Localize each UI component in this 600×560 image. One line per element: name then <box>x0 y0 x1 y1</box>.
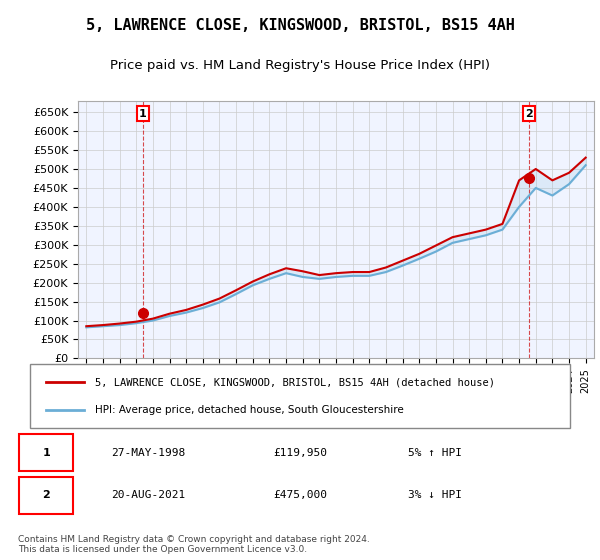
Text: 20-AUG-2021: 20-AUG-2021 <box>111 491 185 501</box>
Text: HPI: Average price, detached house, South Gloucestershire: HPI: Average price, detached house, Sout… <box>95 405 404 416</box>
Text: 2: 2 <box>525 109 533 119</box>
FancyBboxPatch shape <box>19 477 73 514</box>
Text: 5% ↑ HPI: 5% ↑ HPI <box>408 447 462 458</box>
Text: 5, LAWRENCE CLOSE, KINGSWOOD, BRISTOL, BS15 4AH (detached house): 5, LAWRENCE CLOSE, KINGSWOOD, BRISTOL, B… <box>95 377 495 387</box>
Text: 5, LAWRENCE CLOSE, KINGSWOOD, BRISTOL, BS15 4AH: 5, LAWRENCE CLOSE, KINGSWOOD, BRISTOL, B… <box>86 18 514 32</box>
Text: Price paid vs. HM Land Registry's House Price Index (HPI): Price paid vs. HM Land Registry's House … <box>110 59 490 72</box>
Text: 3% ↓ HPI: 3% ↓ HPI <box>408 491 462 501</box>
Text: 2: 2 <box>43 491 50 501</box>
Text: £475,000: £475,000 <box>273 491 327 501</box>
Text: Contains HM Land Registry data © Crown copyright and database right 2024.
This d: Contains HM Land Registry data © Crown c… <box>18 534 370 554</box>
FancyBboxPatch shape <box>19 434 73 471</box>
Text: 1: 1 <box>43 447 50 458</box>
Text: 1: 1 <box>139 109 147 119</box>
Text: £119,950: £119,950 <box>273 447 327 458</box>
FancyBboxPatch shape <box>30 364 570 428</box>
Text: 27-MAY-1998: 27-MAY-1998 <box>111 447 185 458</box>
